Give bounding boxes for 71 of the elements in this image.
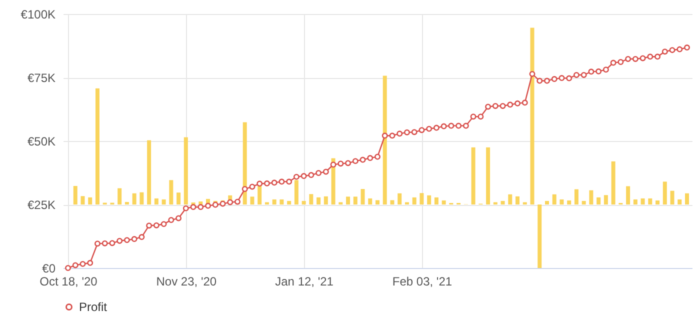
bar [486,147,490,204]
y-tick-label: €100K [20,8,56,22]
bar [500,200,505,204]
bar [316,197,321,204]
x-tick-label: Feb 03, '21 [392,274,452,288]
bar [124,202,129,204]
bar [626,186,630,204]
bar [147,140,152,204]
bar [508,194,512,204]
bar [398,193,402,204]
bar [376,200,380,204]
bar [242,122,247,204]
bar [80,196,85,204]
bar [604,195,608,204]
y-tick-label: €0 [42,262,56,276]
bar [169,180,174,204]
bar [596,197,601,204]
bar [118,188,122,204]
bar [538,204,542,268]
bar [589,190,594,204]
x-tick-label: Oct 18, '20 [40,274,98,288]
bar [382,76,387,204]
legend-label: Profit [79,300,108,314]
bar [390,200,394,204]
bar [154,198,158,204]
bar [574,189,578,204]
bar [272,199,276,204]
bar [73,186,78,204]
bar [611,161,616,204]
bar [656,200,660,204]
bar [471,147,476,204]
bar [530,28,534,204]
bar [353,196,358,204]
bar [582,200,586,204]
bar [567,200,572,204]
bar [640,198,645,204]
bar [427,195,432,204]
bar [685,193,689,204]
x-tick-label: Jan 12, '21 [275,274,334,288]
bar [360,189,365,204]
bar [324,196,328,204]
bar [552,194,556,204]
bar [648,198,652,204]
bar [670,190,674,204]
x-tick-label: Nov 23, '20 [156,274,217,288]
bar [132,193,136,204]
bar [560,199,564,204]
bar [368,198,372,204]
bar [544,200,549,204]
bar [287,200,292,204]
bar [678,199,682,204]
bar [420,193,424,204]
bar [516,196,520,204]
bar [302,200,306,204]
bar [88,197,92,204]
bar [162,199,166,204]
bar [633,199,638,204]
bar [95,88,100,204]
y-tick-label: €75K [27,71,56,85]
bar [176,192,181,204]
bar [309,194,314,204]
bar [140,192,144,204]
bar [662,182,667,204]
bar [250,196,254,204]
y-tick-label: €25K [27,198,56,212]
bar [412,197,416,204]
bar [442,200,446,204]
bar [280,199,284,204]
bar [346,196,350,204]
bar [434,197,438,204]
y-tick-label: €50K [27,134,56,148]
